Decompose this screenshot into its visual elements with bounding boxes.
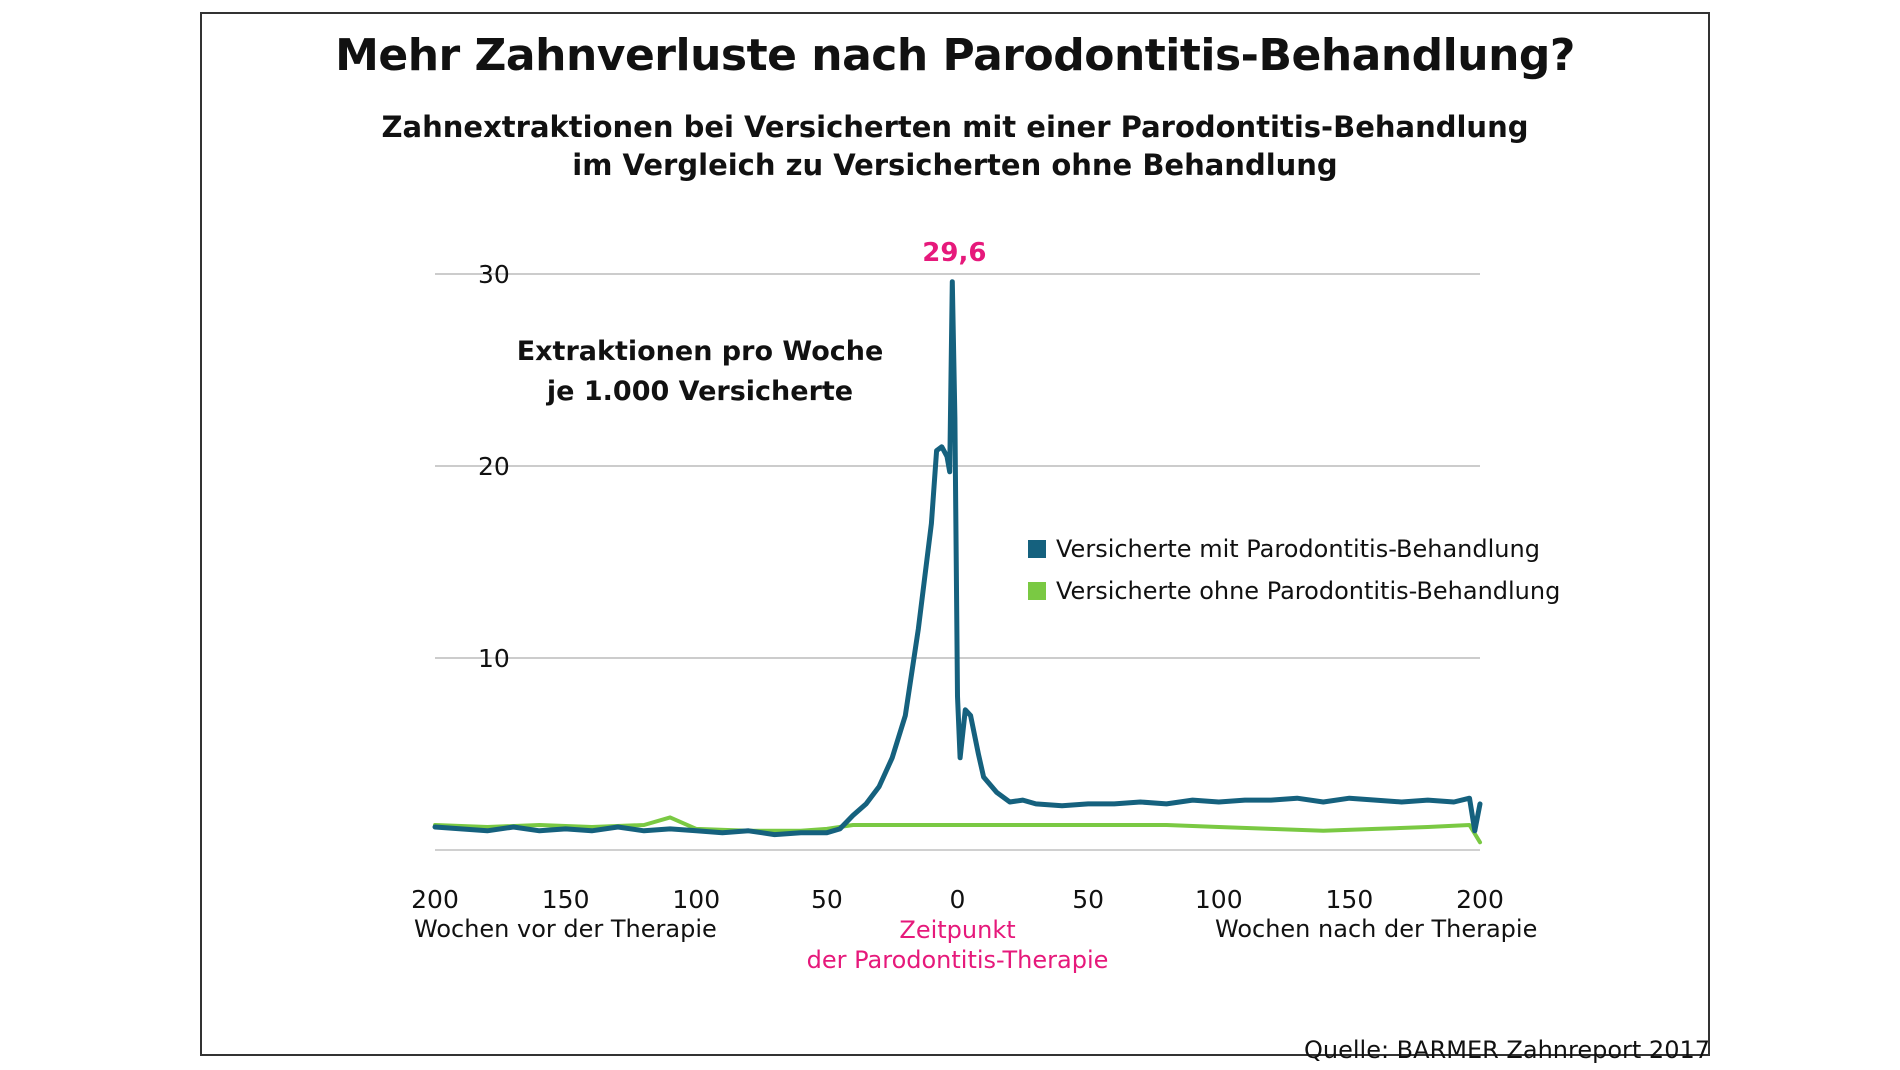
y-axis-title: Extraktionen pro Woche je 1.000 Versiche… <box>500 332 900 412</box>
x-tick-label: 100 <box>1195 885 1243 914</box>
x-caption-therapy-line-1: Zeitpunkt <box>899 916 1016 944</box>
y-tick-label: 20 <box>478 452 510 481</box>
x-caption-after: Wochen nach der Therapie <box>1215 915 1538 943</box>
y-tick-label: 10 <box>478 644 510 673</box>
x-tick-label: 50 <box>1072 885 1104 914</box>
legend-swatch-untreated <box>1028 582 1046 600</box>
legend-label-untreated: Versicherte ohne Parodontitis-Behandlung <box>1056 577 1561 605</box>
subtitle-line-2: im Vergleich zu Versicherten ohne Behand… <box>572 148 1338 182</box>
series-line-treated <box>432 279 1483 838</box>
chart-frame <box>200 12 1710 1056</box>
x-tick-label: 50 <box>811 885 843 914</box>
x-tick-label: 150 <box>1326 885 1374 914</box>
legend-swatch-treated <box>1028 540 1046 558</box>
chart-subtitle: Zahnextraktionen bei Versicherten mit ei… <box>200 108 1710 184</box>
x-tick-label: 100 <box>672 885 720 914</box>
x-caption-therapy: Zeitpunkt der Parodontitis-Therapie <box>798 915 1118 975</box>
series-line-untreated <box>433 815 1482 845</box>
x-tick-label: 0 <box>950 885 966 914</box>
x-tick-label: 150 <box>542 885 590 914</box>
peak-value-label: 29,6 <box>922 237 987 268</box>
x-tick-label: 200 <box>411 885 459 914</box>
legend-label-treated: Versicherte mit Parodontitis-Behandlung <box>1056 535 1540 563</box>
legend-item-treated: Versicherte mit Parodontitis-Behandlung <box>1028 535 1560 563</box>
y-tick-label: 30 <box>478 260 510 289</box>
y-axis-title-line-2: je 1.000 Versicherte <box>546 376 854 407</box>
x-caption-therapy-line-2: der Parodontitis-Therapie <box>806 946 1109 974</box>
legend: Versicherte mit Parodontitis-Behandlung … <box>1028 535 1560 619</box>
legend-item-untreated: Versicherte ohne Parodontitis-Behandlung <box>1028 577 1560 605</box>
chart-title: Mehr Zahnverluste nach Parodontitis-Beha… <box>335 30 1575 81</box>
source-note: Quelle: BARMER Zahnreport 2017 <box>1304 1036 1710 1064</box>
subtitle-line-1: Zahnextraktionen bei Versicherten mit ei… <box>381 110 1529 144</box>
x-caption-before: Wochen vor der Therapie <box>414 915 717 943</box>
x-tick-label: 200 <box>1456 885 1504 914</box>
y-axis-title-line-1: Extraktionen pro Woche <box>516 336 884 367</box>
